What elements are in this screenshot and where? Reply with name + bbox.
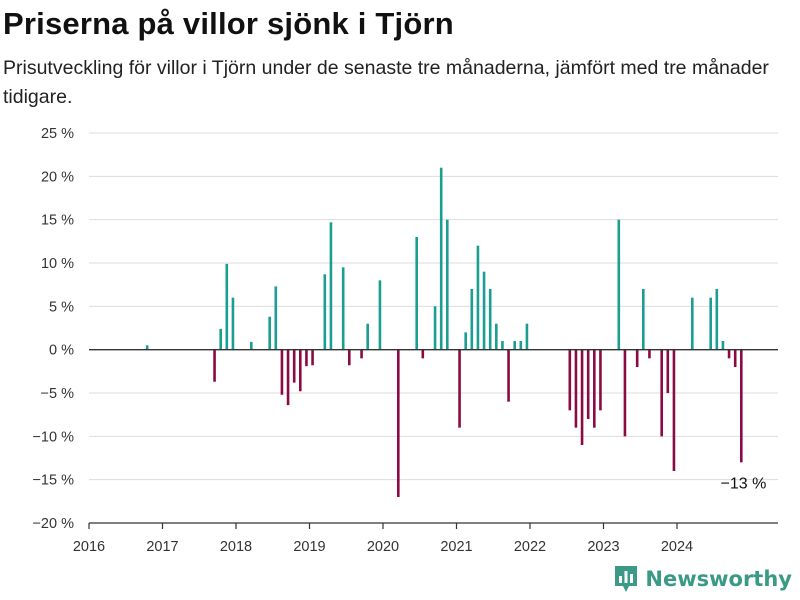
axes [88, 349, 778, 529]
bar [366, 323, 369, 350]
bar [415, 237, 418, 350]
bar [341, 267, 345, 350]
bar [225, 263, 229, 350]
x-tick-label: 2018 [220, 539, 252, 555]
bar [740, 349, 743, 463]
y-tick-label: 15 % [41, 213, 74, 229]
bar [733, 349, 737, 367]
bar [470, 289, 474, 350]
bar [421, 349, 425, 359]
annotations: −13 % [721, 475, 767, 492]
bar [268, 316, 271, 350]
y-tick-label: 0 % [49, 343, 74, 359]
bars [145, 167, 743, 497]
x-tick-label: 2017 [146, 539, 178, 555]
bar [311, 349, 314, 366]
x-tick-label: 2020 [367, 539, 399, 555]
x-tick-label: 2023 [587, 539, 619, 555]
bar [691, 297, 694, 350]
bar [507, 349, 510, 402]
newsworthy-brand: Newsworthy [613, 564, 792, 594]
bar [672, 349, 676, 471]
bar [568, 349, 572, 411]
bar [323, 274, 327, 350]
bar [286, 349, 290, 406]
bar [292, 349, 296, 383]
bar [433, 306, 437, 350]
y-tick-label: 5 % [49, 299, 74, 315]
bar [709, 297, 712, 350]
bar [519, 341, 523, 350]
bar [329, 222, 333, 350]
bar [593, 349, 596, 428]
x-tick-label: 2021 [440, 539, 472, 555]
x-tick-label: 2016 [73, 539, 105, 555]
bar [617, 219, 621, 350]
bar [305, 349, 308, 367]
bar [213, 349, 216, 382]
gridlines [89, 132, 778, 524]
bar [458, 349, 461, 428]
bar [623, 349, 627, 437]
x-tick-label: 2022 [514, 539, 546, 555]
brand-name: Newsworthy [645, 567, 792, 591]
y-tick-label: −5 % [41, 386, 75, 402]
bar [648, 349, 651, 359]
bar [513, 341, 516, 350]
bar [219, 328, 222, 350]
y-tick-label: 20 % [41, 169, 74, 185]
chart-subtitle: Prisutveckling för villor i Tjörn under … [3, 57, 769, 108]
bar [299, 349, 302, 392]
x-tick-label: 2019 [293, 539, 325, 555]
bar [464, 332, 467, 350]
bar [580, 349, 584, 445]
y-axis-tick-labels: 25 % 20 % 15 % 10 % 5 % 0 % −5 % −10 % −15 % −20 … [32, 126, 74, 532]
bar [397, 349, 400, 497]
bar [642, 289, 645, 350]
y-tick-label: −15 % [32, 473, 74, 489]
bar [250, 341, 253, 350]
bar [666, 349, 670, 393]
bar [488, 289, 492, 350]
y-tick-label: −20 % [32, 516, 74, 532]
bar-chart-logo-icon [615, 566, 638, 592]
bar [525, 323, 529, 350]
chart-title: Priserna på villor sjönk i Tjörn [3, 6, 454, 41]
bar [231, 297, 235, 350]
bar [348, 349, 351, 366]
bar [495, 323, 498, 350]
bar [360, 349, 363, 359]
bar [145, 345, 149, 350]
bar [482, 271, 486, 350]
bar [715, 289, 719, 350]
bar [501, 341, 504, 350]
bar [586, 349, 590, 419]
bar [721, 341, 725, 350]
x-tick-label: 2024 [661, 539, 693, 555]
bar [280, 349, 284, 395]
bar [574, 349, 578, 428]
bar [476, 245, 480, 350]
bar [378, 280, 382, 350]
bar [274, 286, 278, 350]
y-tick-label: −10 % [32, 429, 74, 445]
y-tick-label: 10 % [41, 256, 74, 272]
bar [660, 349, 663, 437]
x-axis-tick-labels: 2016 2017 2018 2019 2020 2021 2022 2023 2024 [73, 539, 693, 555]
last-value-annotation: −13 % [721, 475, 767, 492]
bar [446, 219, 449, 350]
bar [727, 349, 731, 359]
bar [635, 349, 639, 367]
bar [439, 167, 443, 350]
bar [599, 349, 602, 411]
y-tick-label: 25 % [41, 126, 74, 142]
